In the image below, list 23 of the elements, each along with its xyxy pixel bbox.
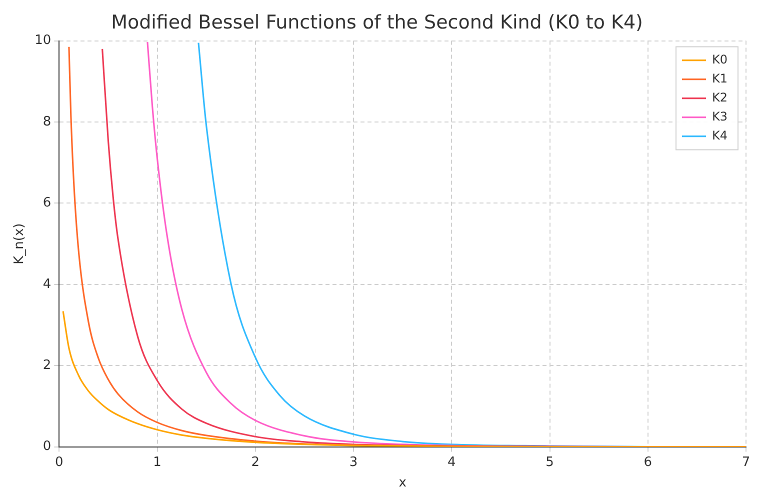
y-tick-label: 6 (42, 196, 52, 211)
y-tick-label: 0 (42, 439, 52, 454)
y-tick-label: 2 (42, 358, 52, 373)
legend-label: K1 (712, 71, 728, 86)
line-series (62, 310, 746, 447)
x-tick-label: 0 (55, 454, 64, 470)
x-tick-label: 6 (644, 454, 652, 470)
x-tick-label: 7 (742, 454, 750, 470)
x-tick-label: 5 (546, 454, 554, 470)
legend-label: K3 (712, 109, 728, 124)
x-tick-label: 4 (447, 454, 456, 470)
y-tick-label: 4 (42, 276, 52, 292)
legend-label: K4 (712, 128, 728, 142)
y-tick-label: 10 (34, 33, 52, 48)
y-tick-label: 8 (42, 114, 52, 130)
legend-label: K0 (712, 52, 728, 66)
legend-label: K2 (712, 90, 728, 104)
x-axis-title: x (398, 476, 407, 491)
x-tick-label: 3 (349, 454, 358, 470)
y-axis-title: K_n(x) (12, 223, 28, 264)
chart-title: Modified Bessel Functions of the Second Kind (K0 to K4) (111, 11, 643, 34)
x-tick-label: 2 (251, 454, 260, 470)
x-tick-label: 1 (153, 454, 162, 470)
